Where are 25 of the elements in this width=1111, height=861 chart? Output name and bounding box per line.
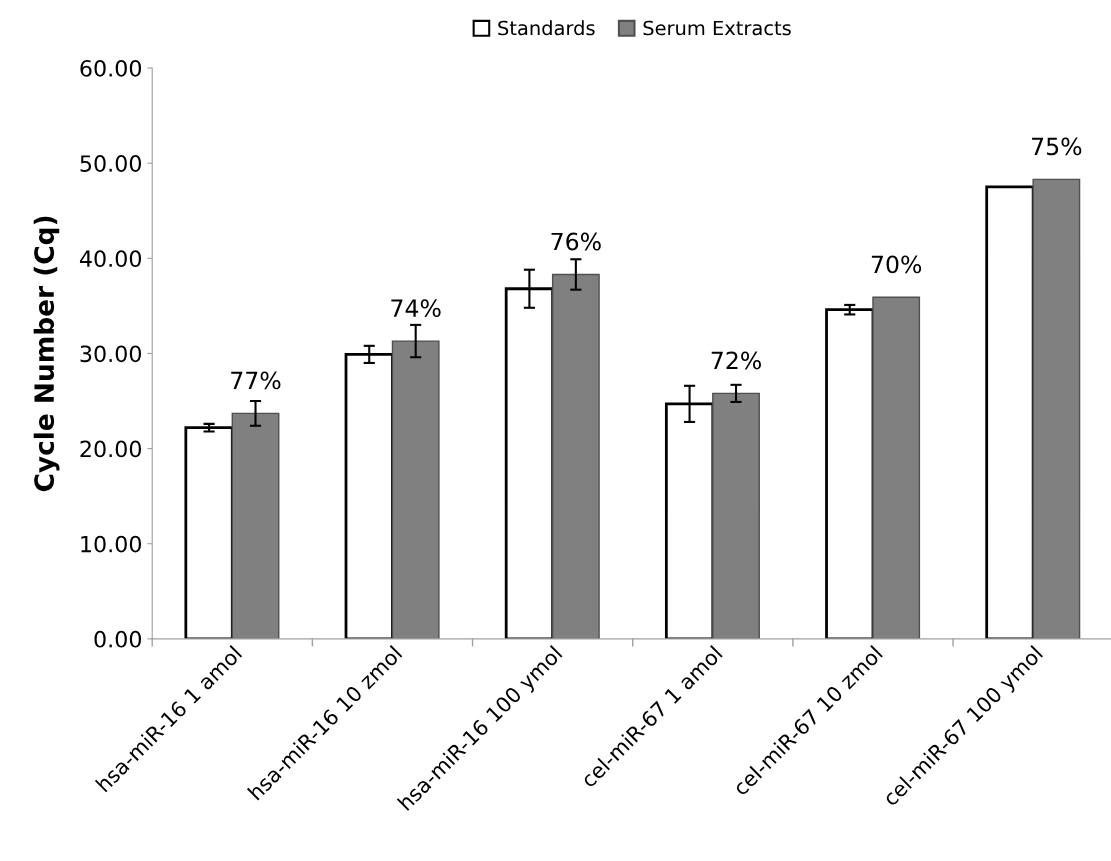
y-tick-label: 60.00	[80, 59, 142, 77]
bar	[872, 296, 921, 639]
y-tick-label: 10.00	[81, 535, 142, 553]
bar	[712, 392, 760, 639]
annotation: 74%	[391, 299, 441, 318]
bar	[825, 308, 875, 639]
legend-label: Standards	[498, 20, 595, 36]
annotation: 76%	[551, 232, 601, 251]
annotation: 77%	[231, 371, 281, 390]
y-axis-title: Cycle Number (Cq)	[33, 216, 60, 492]
bar	[551, 273, 600, 639]
bar	[231, 412, 280, 639]
y-tick-label: 0.00	[94, 630, 142, 648]
annotation: 75%	[1032, 137, 1082, 156]
bar	[1032, 178, 1081, 639]
y-tick-label: 20.00	[80, 440, 142, 458]
legend-label: Serum Extracts	[643, 20, 791, 36]
annotation: 70%	[871, 255, 922, 274]
bar	[985, 185, 1035, 639]
bar	[184, 426, 234, 639]
bar	[391, 340, 440, 639]
y-tick-label: 30.00	[80, 345, 142, 363]
annotation: 72%	[711, 351, 761, 370]
y-tick-label: 50.00	[80, 155, 142, 172]
y-tick-label: 40.00	[79, 250, 142, 268]
